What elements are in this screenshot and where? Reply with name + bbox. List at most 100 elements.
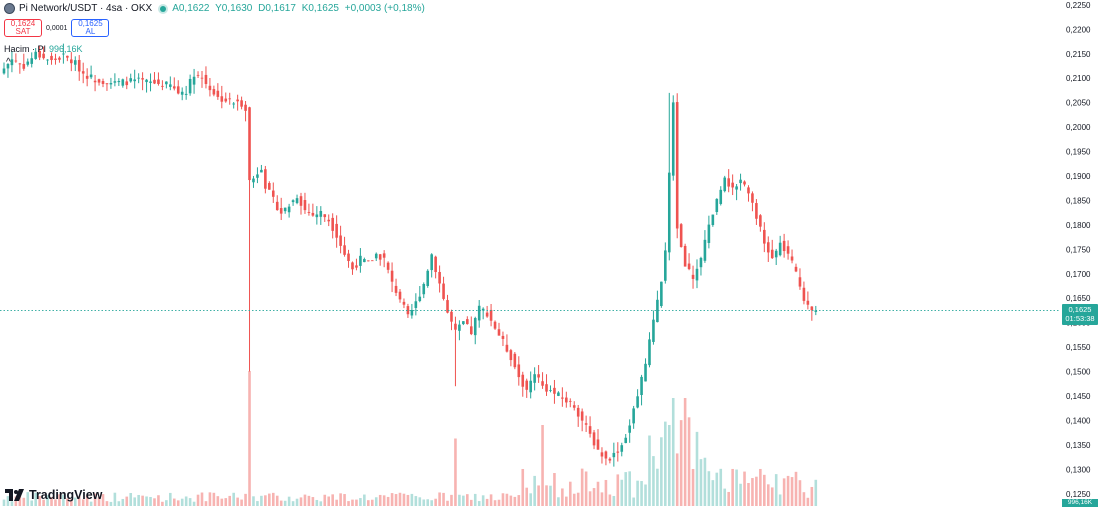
candle-body	[303, 200, 307, 211]
candle-body	[2, 68, 6, 74]
volume-bar	[533, 475, 536, 506]
tradingview-logo[interactable]: TradingView	[5, 488, 102, 502]
candle-body	[759, 215, 762, 227]
price-axis-tick-label: 0,1300	[1066, 465, 1091, 474]
candle-body	[14, 60, 18, 62]
volume-bar	[172, 498, 176, 506]
volume-legend[interactable]: Hacim · PI 996,16K	[4, 44, 83, 54]
candle-body	[85, 75, 89, 79]
candle-body	[204, 74, 208, 84]
volume-bar	[525, 487, 529, 506]
sell-button[interactable]: 0,1624 SAT	[4, 19, 42, 37]
candle-body	[675, 102, 679, 229]
volume-bar	[814, 479, 818, 506]
price-axis-tick-label: 0,1250	[1066, 490, 1091, 499]
candle-body	[489, 309, 493, 321]
candle-body	[763, 229, 766, 244]
volume-bar	[228, 495, 232, 506]
candle-body	[584, 423, 588, 425]
volume-bar	[477, 501, 481, 506]
candle-body	[382, 253, 386, 258]
volume-bar	[176, 500, 180, 506]
volume-bar	[240, 499, 243, 506]
volume-bar	[351, 499, 354, 506]
volume-bar	[679, 420, 683, 506]
price-axis[interactable]: 0,2250 0,2200 0,2150 0,2100 0,2050 0,2000 0,19…	[1066, 1, 1091, 499]
volume-bar	[501, 493, 505, 506]
candle-body	[505, 344, 509, 352]
volume-bar	[711, 480, 715, 506]
volume-bar	[612, 495, 616, 506]
volume-bar	[38, 495, 41, 506]
volume-bar	[802, 492, 806, 506]
volume-bar	[398, 492, 402, 506]
candle-body	[699, 257, 703, 268]
buy-button[interactable]: 0,1625 AL	[71, 19, 110, 37]
candle-body	[743, 181, 746, 185]
volume-bars	[2, 371, 818, 506]
volume-bar	[386, 496, 390, 506]
candle-body	[129, 78, 133, 82]
volume-bar	[295, 498, 299, 506]
candle-body	[751, 193, 754, 203]
candle-body	[454, 323, 457, 330]
candle-body	[707, 224, 711, 243]
volume-bar	[66, 498, 69, 506]
candle-body	[73, 60, 77, 65]
buy-label: AL	[85, 27, 96, 36]
volume-bar	[592, 488, 596, 506]
volume-bar	[89, 501, 93, 506]
candle-body	[529, 380, 532, 393]
candle-body	[137, 77, 140, 79]
volume-bar	[806, 497, 810, 506]
candle-body	[224, 98, 228, 102]
volume-bar	[208, 492, 212, 506]
candle-body	[438, 271, 441, 284]
collapse-legend-icon[interactable]: ^	[6, 57, 11, 68]
volume-bar	[81, 499, 85, 506]
volume-bar	[778, 494, 782, 506]
volume-bar	[184, 496, 188, 506]
price-axis-tick-label: 0,1500	[1066, 368, 1091, 377]
candle-body	[687, 263, 691, 270]
candle-body	[279, 208, 283, 214]
volume-bar	[224, 498, 228, 506]
volume-bar	[604, 479, 608, 506]
volume-bar	[6, 496, 10, 506]
volume-bar	[50, 497, 53, 506]
candle-body	[802, 287, 806, 301]
volume-bar	[145, 496, 148, 506]
symbol-title[interactable]: Pi Network/USDT · 4sa · OKX	[19, 3, 153, 14]
volume-bar	[22, 497, 26, 506]
price-axis-tick-label: 0,2100	[1066, 74, 1091, 83]
change-value: +0,0003 (+0,18%)	[344, 3, 425, 14]
volume-bar	[608, 494, 612, 506]
volume-bar	[624, 472, 628, 506]
volume-bar	[137, 494, 140, 506]
candle-body	[228, 98, 232, 100]
candle-body	[89, 74, 93, 78]
candle-body	[196, 74, 200, 76]
volume-bar	[232, 492, 235, 506]
candle-body	[612, 452, 616, 458]
candle-body	[315, 214, 319, 218]
volume-bar	[370, 499, 374, 506]
volume-bar	[406, 494, 410, 506]
candle-body	[378, 254, 382, 260]
candle-body	[34, 51, 37, 59]
candle-body	[117, 81, 121, 83]
price-axis-tick-label: 0,1750	[1066, 245, 1091, 254]
volume-bar	[410, 493, 414, 506]
sell-price: 0,1624	[10, 19, 36, 28]
volume-bar	[97, 497, 101, 506]
candle-body	[105, 83, 109, 85]
volume-bar	[652, 456, 655, 506]
volume-bar	[434, 498, 437, 506]
volume-bar	[319, 501, 323, 506]
volume-bar	[367, 500, 370, 506]
volume-bar	[307, 495, 311, 506]
candle-body	[576, 407, 580, 417]
candle-body	[537, 374, 540, 378]
candle-body	[592, 432, 596, 446]
